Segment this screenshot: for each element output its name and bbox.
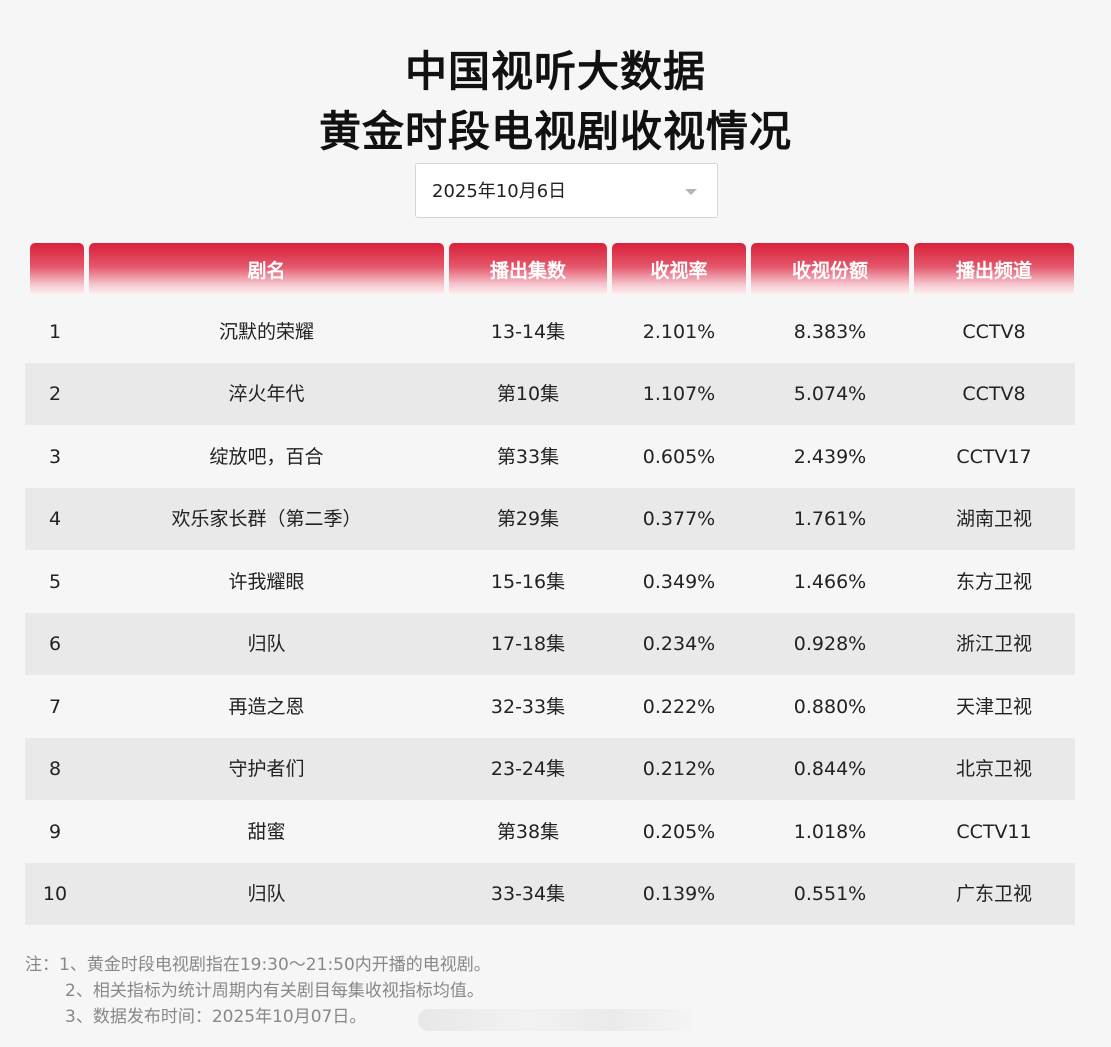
cell-channel: CCTV11 [956,821,1032,843]
header-rating: 收视率 [612,243,746,295]
page-subtitle: 黄金时段电视剧收视情况 [318,107,792,156]
cell-rank: 7 [48,696,62,718]
date-select-value: 2025年10月6日 [432,181,567,202]
cell-share: 8.383% [793,321,867,343]
table-row: 10 归队 33-34集 0.139% 0.551% 广东卫视 [25,863,1075,925]
table-row: 4 欢乐家长群（第二季） 第29集 0.377% 1.761% 湖南卫视 [25,488,1075,550]
cell-share: 1.466% [793,571,867,593]
cell-channel: 湖南卫视 [955,508,1032,530]
cell-drama-name: 再造之恩 [228,696,305,718]
cell-episodes: 17-18集 [490,633,566,655]
cell-channel: 天津卫视 [955,696,1032,718]
cell-episodes: 第29集 [496,508,560,530]
cell-rank: 8 [48,758,62,780]
table-row: 9 甜蜜 第38集 0.205% 1.018% CCTV11 [25,801,1075,863]
cell-drama-name: 甜蜜 [247,821,286,843]
cell-rank: 4 [48,508,62,530]
caret-down-icon [685,189,697,195]
cell-rank: 10 [42,883,68,905]
footnote-2: 2、相关指标为统计周期内有关剧目每集收视指标均值。 [65,981,484,1001]
cell-channel: CCTV17 [956,446,1032,468]
cell-channel: 广东卫视 [955,883,1032,905]
cell-share: 1.018% [793,821,867,843]
cell-rating: 0.349% [642,571,716,593]
cell-share: 2.439% [793,446,867,468]
table-row: 5 许我耀眼 15-16集 0.349% 1.466% 东方卫视 [25,551,1075,613]
cell-episodes: 32-33集 [490,696,566,718]
cell-share: 0.880% [793,696,867,718]
cell-drama-name: 欢乐家长群（第二季） [171,508,362,530]
cell-rating: 2.101% [642,321,716,343]
cell-drama-name: 守护者们 [228,758,305,780]
cell-drama-name: 淬火年代 [228,383,305,405]
cell-channel: 浙江卫视 [955,633,1032,655]
table-row: 8 守护者们 23-24集 0.212% 0.844% 北京卫视 [25,738,1075,800]
header-episodes: 播出集数 [449,243,607,295]
table-row: 2 淬火年代 第10集 1.107% 5.074% CCTV8 [25,363,1075,425]
cell-share: 0.844% [793,758,867,780]
cell-rank: 2 [48,383,62,405]
cell-channel: 东方卫视 [955,571,1032,593]
cell-drama-name: 许我耀眼 [228,571,305,593]
cell-channel: CCTV8 [962,383,1026,405]
watermark [418,1009,693,1031]
cell-rating: 0.212% [642,758,716,780]
cell-episodes: 33-34集 [490,883,566,905]
cell-rating: 0.605% [642,446,716,468]
footnote-1: 注：1、黄金时段电视剧指在19:30～21:50内开播的电视剧。 [25,955,491,975]
cell-rating: 0.205% [642,821,716,843]
header-drama-name: 剧名 [89,243,444,295]
cell-episodes: 23-24集 [490,758,566,780]
cell-rating: 0.222% [642,696,716,718]
cell-share: 1.761% [793,508,867,530]
table-row: 3 绽放吧，百合 第33集 0.605% 2.439% CCTV17 [25,426,1075,488]
cell-rating: 0.234% [642,633,716,655]
cell-rating: 0.377% [642,508,716,530]
cell-channel: CCTV8 [962,321,1026,343]
cell-rating: 1.107% [642,383,716,405]
cell-drama-name: 绽放吧，百合 [209,446,324,468]
table-row: 1 沉默的荣耀 13-14集 2.101% 8.383% CCTV8 [25,301,1075,363]
cell-episodes: 第10集 [496,383,560,405]
header-channel: 播出频道 [914,243,1074,295]
page-title: 中国视听大数据 [404,47,706,96]
cell-episodes: 15-16集 [490,571,566,593]
table-row: 7 再造之恩 32-33集 0.222% 0.880% 天津卫视 [25,676,1075,738]
header-rank [30,243,84,295]
cell-share: 0.928% [793,633,867,655]
header-share: 收视份额 [751,243,909,295]
cell-rank: 1 [48,321,62,343]
cell-drama-name: 沉默的荣耀 [218,321,314,343]
date-select[interactable]: 2025年10月6日 [415,163,718,218]
cell-rank: 6 [48,633,62,655]
cell-rank: 5 [48,571,62,593]
cell-share: 0.551% [793,883,867,905]
cell-drama-name: 归队 [247,633,286,655]
cell-channel: 北京卫视 [955,758,1032,780]
table-row: 6 归队 17-18集 0.234% 0.928% 浙江卫视 [25,613,1075,675]
footnote-3: 3、数据发布时间：2025年10月07日。 [65,1007,367,1027]
cell-share: 5.074% [793,383,867,405]
cell-rank: 9 [48,821,62,843]
cell-rating: 0.139% [642,883,716,905]
cell-episodes: 第38集 [496,821,560,843]
cell-rank: 3 [48,446,62,468]
cell-episodes: 第33集 [496,446,560,468]
cell-episodes: 13-14集 [490,321,566,343]
cell-drama-name: 归队 [247,883,286,905]
